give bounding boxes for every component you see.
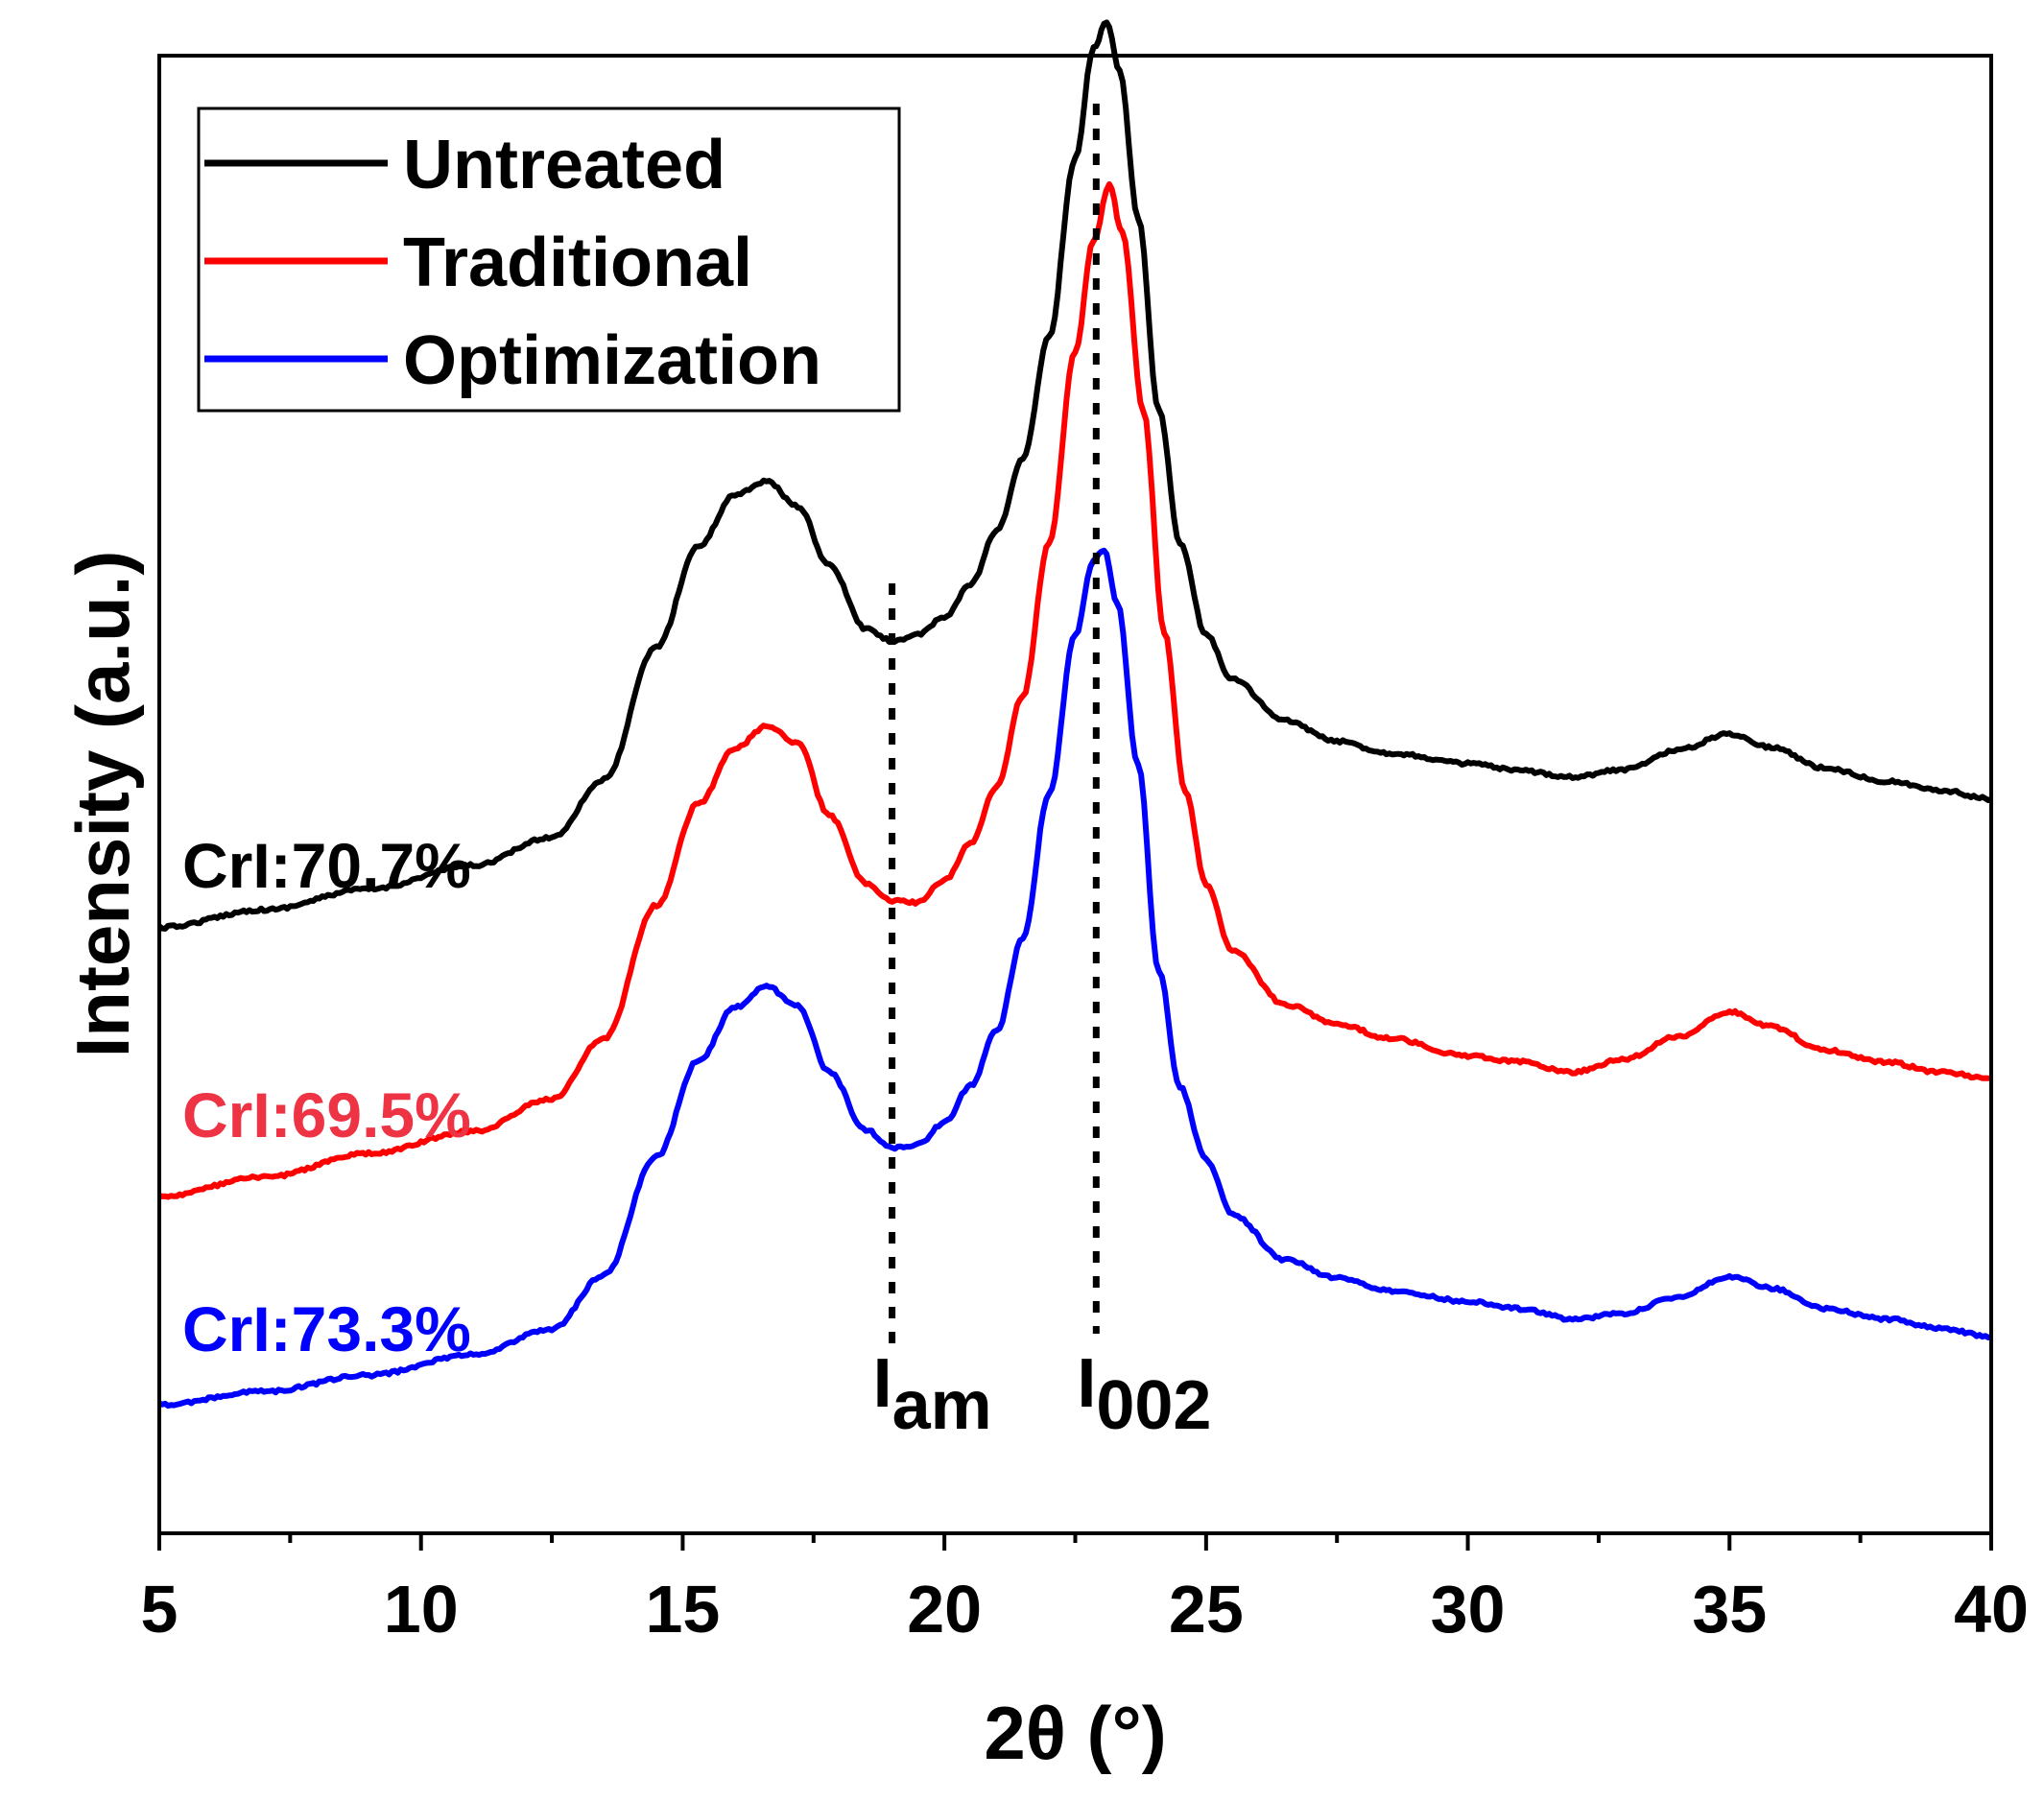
- legend-label: Optimization: [403, 322, 821, 399]
- y-axis-title: Intensity (a.u.): [60, 551, 145, 1058]
- reference-label-main: I: [1077, 1345, 1096, 1422]
- series-layer: [157, 19, 1993, 1410]
- x-tick-label: 10: [384, 1572, 459, 1647]
- reference-line-label: I002: [1077, 1345, 1211, 1444]
- x-tick-label: 35: [1692, 1572, 1767, 1647]
- series-line-optimization: [157, 547, 1992, 1410]
- reference-label-sub: am: [892, 1367, 992, 1444]
- legend: Untreated Traditional Optimization: [197, 107, 901, 413]
- x-tick-label: 5: [141, 1572, 178, 1647]
- crystallinity-label: CrI:70.7%: [182, 830, 471, 901]
- reference-line-label: Iam: [873, 1345, 992, 1444]
- x-tick-label: 15: [645, 1572, 720, 1647]
- reference-lines: Iam I002: [873, 104, 1211, 1444]
- crystallinity-annotations: CrI:70.7% CrI:69.5% CrI:73.3%: [182, 830, 471, 1364]
- legend-label: Traditional: [403, 225, 752, 301]
- reference-label-sub: 002: [1096, 1367, 1211, 1444]
- x-axis-ticks: 5 10 15 20 25 30 35 40: [141, 1533, 2029, 1647]
- x-tick-label: 20: [907, 1572, 982, 1647]
- x-tick-label: 25: [1169, 1572, 1244, 1647]
- legend-label: Untreated: [403, 127, 725, 203]
- reference-label-main: I: [873, 1345, 892, 1422]
- crystallinity-label: CrI:73.3%: [182, 1293, 471, 1364]
- series-line-untreated: [157, 19, 1993, 932]
- x-tick-label: 30: [1431, 1572, 1506, 1647]
- series-line-traditional: [158, 181, 1992, 1200]
- x-axis-title: 2θ (°): [984, 1691, 1166, 1775]
- x-tick-label: 40: [1954, 1572, 2029, 1647]
- crystallinity-label: CrI:69.5%: [182, 1079, 471, 1150]
